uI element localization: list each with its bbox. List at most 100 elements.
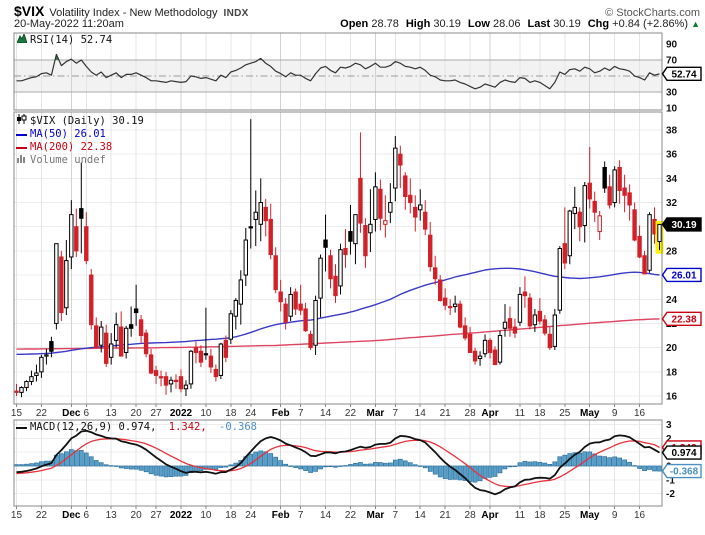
svg-text:2: 2 — [666, 434, 672, 445]
ma50-line-icon — [16, 128, 27, 141]
svg-text:24: 24 — [245, 408, 257, 419]
macd-legend: MACD(12,26,9) 0.974, 1.342, -0.368 — [16, 421, 257, 434]
moving-averages — [16, 267, 660, 355]
svg-text:May: May — [580, 408, 600, 419]
copyright-label: © StockCharts.com — [605, 7, 700, 19]
svg-text:10: 10 — [666, 104, 678, 115]
svg-text:14: 14 — [320, 408, 332, 419]
svg-text:Apr: Apr — [481, 408, 498, 419]
ma50-legend-label: MA(50) 26.01 — [30, 128, 106, 140]
svg-text:18: 18 — [534, 408, 546, 419]
quote-values: Open 28.78 High 30.19 Low 28.06 Last 30.… — [340, 18, 700, 30]
svg-text:2022: 2022 — [170, 408, 193, 419]
svg-text:30: 30 — [666, 88, 678, 99]
svg-text:3: 3 — [666, 420, 672, 431]
symbol-label: $VIX — [14, 3, 45, 19]
chart-header: $VIX Volatility Index - New Methodology IN… — [14, 3, 700, 21]
macd-line-icon — [16, 421, 27, 434]
svg-text:22: 22 — [36, 510, 48, 521]
svg-text:15: 15 — [11, 408, 23, 419]
up-arrow-icon: ▲ — [691, 19, 700, 29]
svg-text:2022: 2022 — [170, 510, 193, 521]
svg-text:-0.368: -0.368 — [670, 467, 699, 478]
svg-text:28: 28 — [666, 246, 678, 257]
svg-text:Apr: Apr — [481, 510, 498, 521]
svg-text:7: 7 — [298, 510, 304, 521]
svg-text:6: 6 — [83, 510, 89, 521]
rsi-legend: RSI(14) 52.74 — [15, 32, 113, 47]
svg-text:10: 10 — [200, 408, 212, 419]
x-axis-labels: 15 22 Dec 6 13 20 27 2022 10 18 24 Feb 7 14 22 Mar 7 14 21… — [11, 404, 646, 521]
quote-open: Open 28.78 — [340, 18, 399, 30]
macd-legend-hist: -0.368 — [219, 421, 257, 433]
quote-row: 20-May-2022 11:20am Open 28.78 High 30.1… — [14, 18, 700, 30]
svg-text:6: 6 — [83, 408, 89, 419]
svg-text:21: 21 — [440, 510, 452, 521]
svg-text:28: 28 — [465, 510, 477, 521]
chart-title: Volatility Index - New Methodology — [49, 7, 218, 19]
svg-text:0.974: 0.974 — [671, 448, 696, 459]
svg-text:22: 22 — [345, 408, 357, 419]
svg-text:14: 14 — [415, 510, 427, 521]
svg-text:26.01: 26.01 — [671, 270, 696, 281]
svg-text:18: 18 — [225, 408, 237, 419]
svg-text:15: 15 — [11, 510, 23, 521]
quote-chg: Chg +0.84 (+2.86%) ▲ — [587, 18, 700, 30]
svg-text:52.74: 52.74 — [671, 69, 696, 80]
svg-text:27: 27 — [150, 408, 162, 419]
exchange-label: INDX — [223, 8, 249, 19]
svg-text:24: 24 — [245, 510, 257, 521]
svg-text:Mar: Mar — [366, 408, 384, 419]
svg-text:27: 27 — [150, 510, 162, 521]
svg-text:9: 9 — [612, 408, 618, 419]
svg-text:32: 32 — [666, 198, 678, 209]
ma200-line-icon — [16, 141, 27, 154]
macd-legend-main: MACD(12,26,9) 0.974, — [30, 421, 157, 433]
volume-bars-icon — [16, 154, 27, 167]
svg-text:Feb: Feb — [272, 510, 290, 521]
svg-text:34: 34 — [666, 174, 678, 185]
candlestick-icon — [16, 114, 27, 128]
svg-text:Mar: Mar — [366, 510, 384, 521]
svg-text:20: 20 — [666, 343, 678, 354]
svg-text:20: 20 — [131, 510, 143, 521]
svg-text:16: 16 — [634, 510, 646, 521]
svg-text:18: 18 — [225, 510, 237, 521]
svg-text:22: 22 — [36, 408, 48, 419]
quote-low: Low 28.06 — [467, 18, 521, 30]
svg-text:7: 7 — [298, 408, 304, 419]
svg-text:13: 13 — [106, 510, 118, 521]
svg-text:-1: -1 — [666, 475, 675, 486]
macd-panel: 320-1-21.3420.974-0.368 — [13, 419, 702, 507]
svg-text:36: 36 — [666, 150, 678, 161]
svg-text:7: 7 — [393, 510, 399, 521]
rsi-panel: 90 70 30 10 52.74 — [13, 32, 702, 115]
svg-text:20: 20 — [131, 408, 143, 419]
svg-text:30.19: 30.19 — [671, 220, 696, 231]
svg-text:Dec: Dec — [62, 408, 81, 419]
svg-text:18: 18 — [666, 367, 678, 378]
svg-text:May: May — [580, 510, 600, 521]
svg-text:10: 10 — [200, 510, 212, 521]
svg-text:16: 16 — [666, 391, 678, 402]
volume-legend-label: Volume undef — [30, 154, 106, 166]
svg-text:25: 25 — [559, 408, 571, 419]
svg-text:70: 70 — [666, 56, 678, 67]
svg-text:Feb: Feb — [272, 408, 290, 419]
svg-text:7: 7 — [393, 408, 399, 419]
price-legend-symbol: $VIX (Daily) 30.19 — [30, 114, 144, 127]
rsi-area-icon — [15, 32, 28, 47]
macd-legend-signal: 1.342, — [168, 421, 207, 433]
svg-text:14: 14 — [415, 408, 427, 419]
svg-text:16: 16 — [634, 408, 646, 419]
svg-text:Dec: Dec — [62, 510, 81, 521]
svg-text:22.38: 22.38 — [671, 314, 696, 325]
svg-text:13: 13 — [106, 408, 118, 419]
chart-title-group: $VIX Volatility Index - New Methodology IN… — [14, 3, 249, 21]
svg-text:-2: -2 — [666, 489, 675, 500]
svg-text:11: 11 — [515, 510, 526, 521]
rsi-legend-label: RSI(14) 52.74 — [30, 34, 113, 46]
quote-last: Last 30.19 — [527, 18, 581, 30]
svg-text:90: 90 — [666, 40, 678, 51]
